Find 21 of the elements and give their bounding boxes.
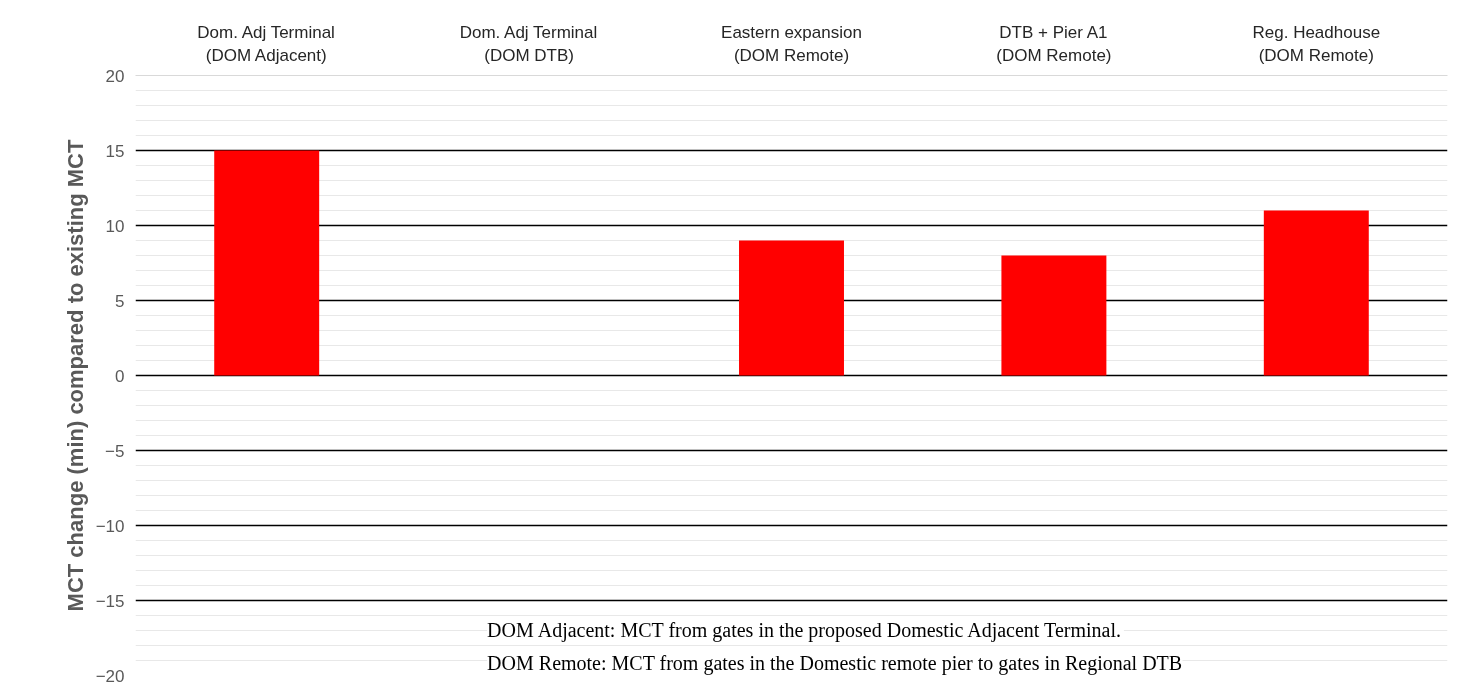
x-tick-label: DTB + Pier A1 (DOM Remote)	[996, 22, 1112, 65]
annotation: DOM Remote: MCT from gates in the Domestic remote pier to gates in Regional DTB	[487, 652, 1183, 675]
y-tick-label: 0	[115, 366, 125, 386]
y-tick-label: 5	[115, 291, 125, 311]
bar	[1001, 255, 1107, 376]
y-axis-title: MCT change (min) compared to existing MCT	[62, 139, 88, 612]
x-tick-label: Dom. Adj Terminal (DOM Adjacent)	[197, 22, 335, 65]
x-tick-label: Dom. Adj Terminal (DOM DTB)	[459, 22, 598, 65]
y-tick-label: 20	[105, 66, 125, 86]
y-tick-label: 10	[105, 216, 125, 236]
y-tick-label: −10	[95, 516, 125, 536]
bar	[739, 240, 844, 376]
y-tick-label: −20	[95, 666, 125, 686]
y-tick-label: −15	[95, 591, 125, 611]
bar	[1263, 210, 1369, 376]
x-tick-label: Reg. Headhouse (DOM Remote)	[1252, 22, 1381, 65]
y-tick-label: 15	[105, 141, 125, 161]
bar	[214, 150, 320, 376]
annotation: DOM Adjacent: MCT from gates in the proposed Domestic Adjacent Terminal.	[487, 619, 1121, 642]
x-tick-label: Eastern expansion (DOM Remote)	[721, 22, 862, 65]
y-tick-label: −5	[105, 441, 125, 461]
